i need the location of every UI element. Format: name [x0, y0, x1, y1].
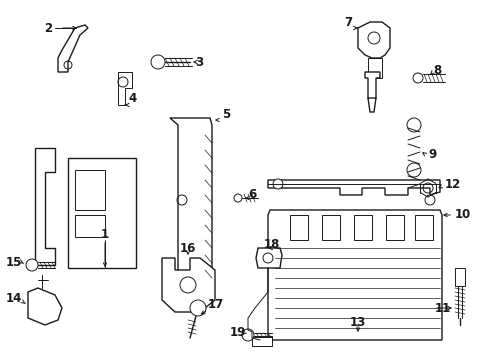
- Bar: [454, 268, 464, 286]
- Bar: [353, 215, 371, 240]
- Polygon shape: [367, 98, 375, 112]
- Text: 17: 17: [207, 298, 224, 311]
- Bar: [289, 215, 307, 240]
- Text: 2: 2: [44, 22, 52, 35]
- Text: 18: 18: [263, 238, 280, 252]
- Polygon shape: [267, 210, 441, 340]
- Text: 9: 9: [427, 148, 435, 162]
- Bar: [251, 336, 271, 346]
- Bar: [414, 215, 432, 240]
- Text: 1: 1: [101, 229, 109, 242]
- Bar: [385, 215, 403, 240]
- Text: 11: 11: [434, 302, 450, 315]
- Polygon shape: [364, 72, 379, 100]
- Bar: [75, 170, 105, 210]
- Text: 13: 13: [349, 315, 366, 328]
- Polygon shape: [58, 25, 88, 72]
- Polygon shape: [35, 148, 55, 265]
- Circle shape: [424, 195, 434, 205]
- Circle shape: [151, 55, 164, 69]
- Bar: [367, 58, 381, 78]
- Polygon shape: [118, 72, 132, 105]
- Text: 12: 12: [444, 179, 460, 192]
- Circle shape: [272, 179, 283, 189]
- Text: 8: 8: [432, 63, 440, 77]
- Bar: [75, 215, 105, 237]
- Text: 19: 19: [229, 325, 245, 338]
- Text: 3: 3: [195, 55, 203, 68]
- Text: 14: 14: [6, 292, 22, 305]
- Circle shape: [242, 329, 253, 341]
- Circle shape: [412, 73, 422, 83]
- Circle shape: [190, 300, 205, 316]
- Polygon shape: [162, 258, 215, 312]
- Bar: [68, 158, 136, 268]
- Bar: [321, 215, 339, 240]
- Polygon shape: [256, 248, 282, 268]
- Text: 6: 6: [247, 189, 256, 202]
- Circle shape: [26, 259, 38, 271]
- Text: 16: 16: [180, 242, 196, 255]
- Polygon shape: [170, 118, 212, 285]
- Circle shape: [406, 163, 420, 177]
- Circle shape: [234, 194, 242, 202]
- Polygon shape: [357, 22, 389, 58]
- Polygon shape: [28, 288, 62, 325]
- Text: 10: 10: [454, 208, 470, 221]
- Text: 4: 4: [128, 91, 136, 104]
- Text: 15: 15: [6, 256, 22, 269]
- Text: 5: 5: [222, 108, 230, 122]
- Circle shape: [406, 118, 420, 132]
- Polygon shape: [267, 180, 439, 195]
- Text: 7: 7: [343, 15, 351, 28]
